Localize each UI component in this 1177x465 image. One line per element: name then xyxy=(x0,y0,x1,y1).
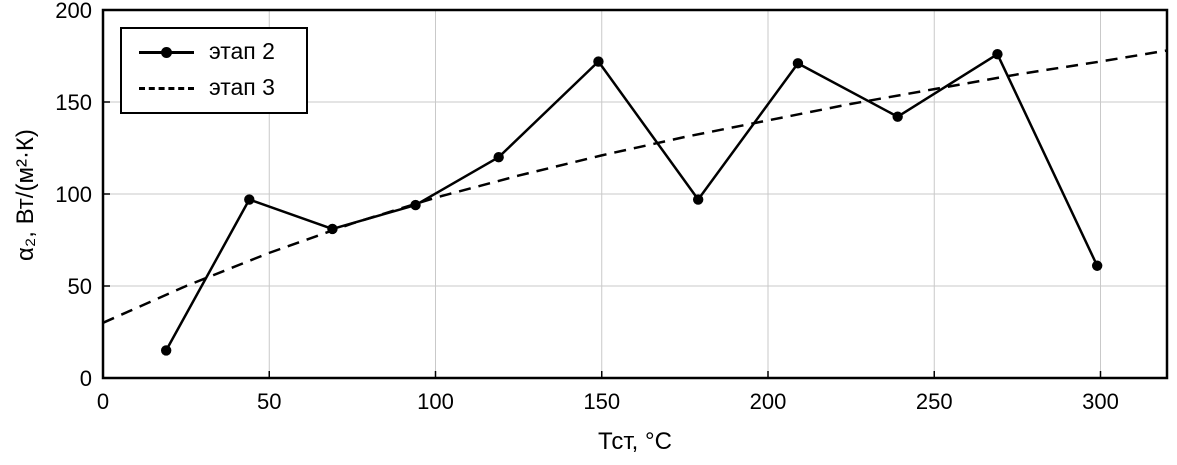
legend-item-etap-2: этап 2 xyxy=(139,40,306,65)
x-tick-label: 250 xyxy=(916,389,953,414)
data-point-marker xyxy=(692,194,704,205)
y-tick-label: 200 xyxy=(55,0,92,23)
x-tick-label: 0 xyxy=(97,389,109,414)
legend-sample-solid-line xyxy=(139,46,194,60)
legend-label-etap-2: этап 2 xyxy=(209,38,275,64)
legend-label-etap-3: этап 3 xyxy=(209,74,275,100)
data-point-marker xyxy=(892,111,903,122)
series-line-2 xyxy=(102,49,1168,324)
x-tick-label: 50 xyxy=(257,389,281,414)
legend-item-etap-3: этап 3 xyxy=(139,76,306,101)
y-tick-label: 100 xyxy=(55,182,92,207)
data-point-marker xyxy=(327,223,338,235)
legend-dashed-line-icon xyxy=(139,87,194,90)
data-point-marker xyxy=(160,345,172,356)
x-tick-label: 200 xyxy=(750,389,787,414)
data-point-marker xyxy=(410,199,421,211)
legend-circle-marker-icon xyxy=(161,47,172,58)
data-point-marker xyxy=(593,56,604,67)
data-point-marker xyxy=(792,58,804,69)
data-point-marker xyxy=(493,152,504,163)
y-tick-label: 150 xyxy=(55,90,92,115)
y-tick-label: 0 xyxy=(80,366,92,391)
y-axis-label: α₂, Вт/(м²·К) xyxy=(12,129,39,261)
x-tick-label: 300 xyxy=(1082,389,1119,414)
data-point-marker xyxy=(992,48,1003,60)
y-tick-label: 50 xyxy=(68,274,92,299)
x-tick-label: 100 xyxy=(417,389,454,414)
x-tick-label: 150 xyxy=(583,389,620,414)
legend: этап 2 этап 3 xyxy=(120,27,308,114)
data-point-marker xyxy=(244,194,255,205)
legend-sample-dashed-line xyxy=(139,82,194,96)
data-point-marker xyxy=(1091,260,1103,271)
x-axis-label: Тст, °C xyxy=(598,428,672,455)
